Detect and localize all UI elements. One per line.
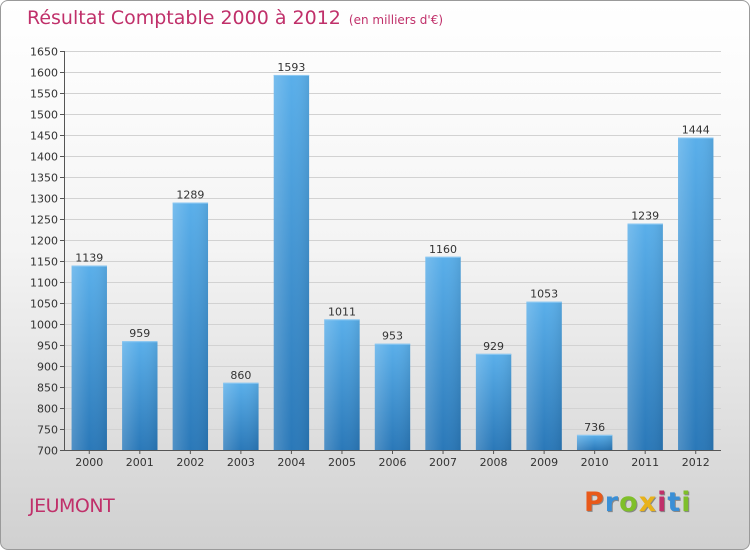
x-tick-label: 2012	[682, 456, 710, 469]
data-label: 959	[129, 327, 150, 340]
proxiti-logo: Proxiti	[584, 487, 692, 518]
bar-shade	[71, 265, 107, 450]
logo-letter: o	[619, 487, 639, 518]
data-label: 1160	[429, 243, 457, 256]
logo-letter: t	[667, 487, 682, 518]
logo-letter: i	[681, 487, 692, 518]
y-tick-label: 1450	[30, 130, 58, 143]
y-tick-label: 950	[37, 340, 58, 353]
y-tick-label: 1300	[30, 193, 58, 206]
y-tick-label: 1000	[30, 319, 58, 332]
data-label: 1239	[631, 210, 659, 223]
bar-shade	[576, 434, 613, 450]
y-tick-label: 1650	[30, 46, 58, 59]
data-label: 736	[584, 421, 605, 434]
logo-letter: P	[584, 487, 605, 518]
y-tick-label: 1200	[30, 235, 58, 248]
bar-shade	[627, 223, 663, 450]
data-label: 1053	[530, 288, 558, 301]
data-label: 1011	[328, 305, 356, 318]
y-tick-label: 750	[37, 424, 58, 437]
chart-title-block: Résultat Comptable 2000 à 2012 (en millie…	[27, 7, 443, 29]
x-tick-label: 2007	[429, 456, 457, 469]
y-tick-label: 1550	[30, 88, 58, 101]
x-tick-label: 2009	[530, 456, 558, 469]
y-tick-label: 1050	[30, 298, 58, 311]
x-tick-label: 2008	[480, 456, 508, 469]
x-tick-label: 2005	[328, 456, 356, 469]
y-tick-label: 1600	[30, 67, 58, 80]
y-tick-label: 1100	[30, 277, 58, 290]
bar-shade	[223, 382, 259, 450]
y-tick-label: 850	[37, 382, 58, 395]
y-tick-label: 900	[37, 361, 58, 374]
y-tick-label: 1150	[30, 256, 58, 269]
x-tick-label: 2003	[227, 456, 255, 469]
x-tick-label: 2010	[581, 456, 609, 469]
data-label: 1289	[176, 189, 204, 202]
data-label: 1444	[682, 124, 710, 137]
bar-shade	[526, 301, 562, 450]
y-tick-label: 1400	[30, 151, 58, 164]
bar-shade	[678, 137, 714, 450]
y-tick-label: 1250	[30, 214, 58, 227]
bar-shade	[122, 341, 158, 450]
y-tick-label: 1350	[30, 172, 58, 185]
bar-shade	[172, 202, 209, 450]
x-tick-label: 2011	[631, 456, 659, 469]
x-tick-label: 2002	[176, 456, 204, 469]
x-tick-label: 2001	[126, 456, 154, 469]
commune-name: JEUMONT	[29, 495, 115, 517]
bar-shade	[425, 256, 461, 450]
y-tick-label: 1500	[30, 109, 58, 122]
bar-shade	[374, 343, 411, 450]
x-tick-label: 2000	[75, 456, 103, 469]
bar-shade	[273, 74, 310, 450]
data-label: 953	[382, 330, 403, 343]
chart-subtitle: (en milliers d'€)	[348, 13, 444, 27]
data-label: 860	[230, 369, 251, 382]
chart-title: Résultat Comptable 2000 à 2012	[27, 7, 341, 29]
data-label: 1593	[277, 61, 305, 74]
y-tick-label: 800	[37, 403, 58, 416]
logo-letter: x	[638, 487, 658, 518]
x-tick-label: 2006	[379, 456, 407, 469]
bar-shade	[324, 319, 360, 450]
logo-letter: i	[657, 487, 668, 518]
data-label: 929	[483, 340, 504, 353]
logo-letter: r	[604, 487, 620, 518]
x-tick-label: 2004	[277, 456, 305, 469]
bar-shade	[475, 353, 512, 450]
data-label: 1139	[75, 252, 103, 265]
y-tick-label: 700	[37, 445, 58, 458]
